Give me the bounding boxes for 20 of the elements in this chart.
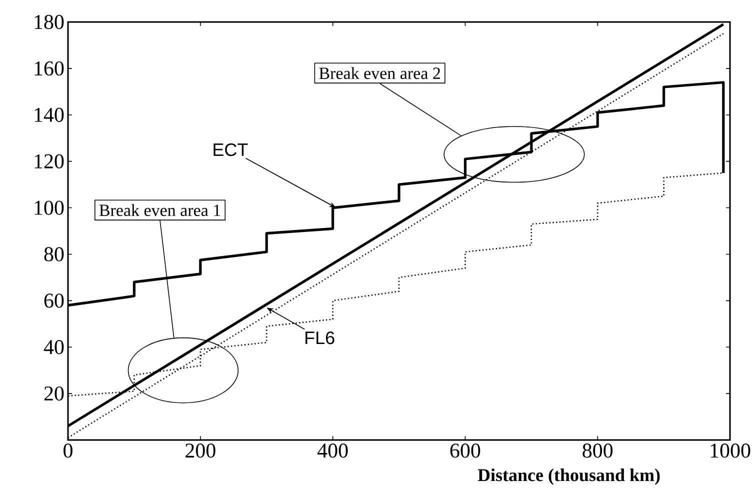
y-tick-label: 60: [44, 294, 64, 308]
y-tick-label: 80: [44, 247, 64, 262]
x-tick-label: 800: [582, 444, 613, 458]
annotation: ECT: [214, 143, 248, 156]
x-axis-title: Distance (thousand km): [478, 468, 660, 485]
x-tick-label: 600: [450, 444, 480, 458]
y-tick-label: 120: [34, 154, 64, 168]
x-tick-label: 400: [317, 444, 348, 458]
annotation: FL6: [306, 331, 334, 344]
y-tick-label: 180: [34, 14, 64, 30]
y-tick-label: 140: [34, 108, 64, 122]
y-tick-label: 100: [34, 200, 64, 215]
annotation: Break even area 1: [99, 204, 220, 216]
x-tick-label: 200: [186, 444, 216, 458]
x-tick-label: 1000: [710, 444, 750, 458]
annotation: Break even area 2: [319, 67, 440, 80]
y-tick-label: 160: [34, 61, 64, 76]
y-tick-label: 40: [44, 340, 64, 354]
x-tick-label: 0: [64, 444, 72, 458]
y-tick-label: 20: [44, 386, 64, 401]
